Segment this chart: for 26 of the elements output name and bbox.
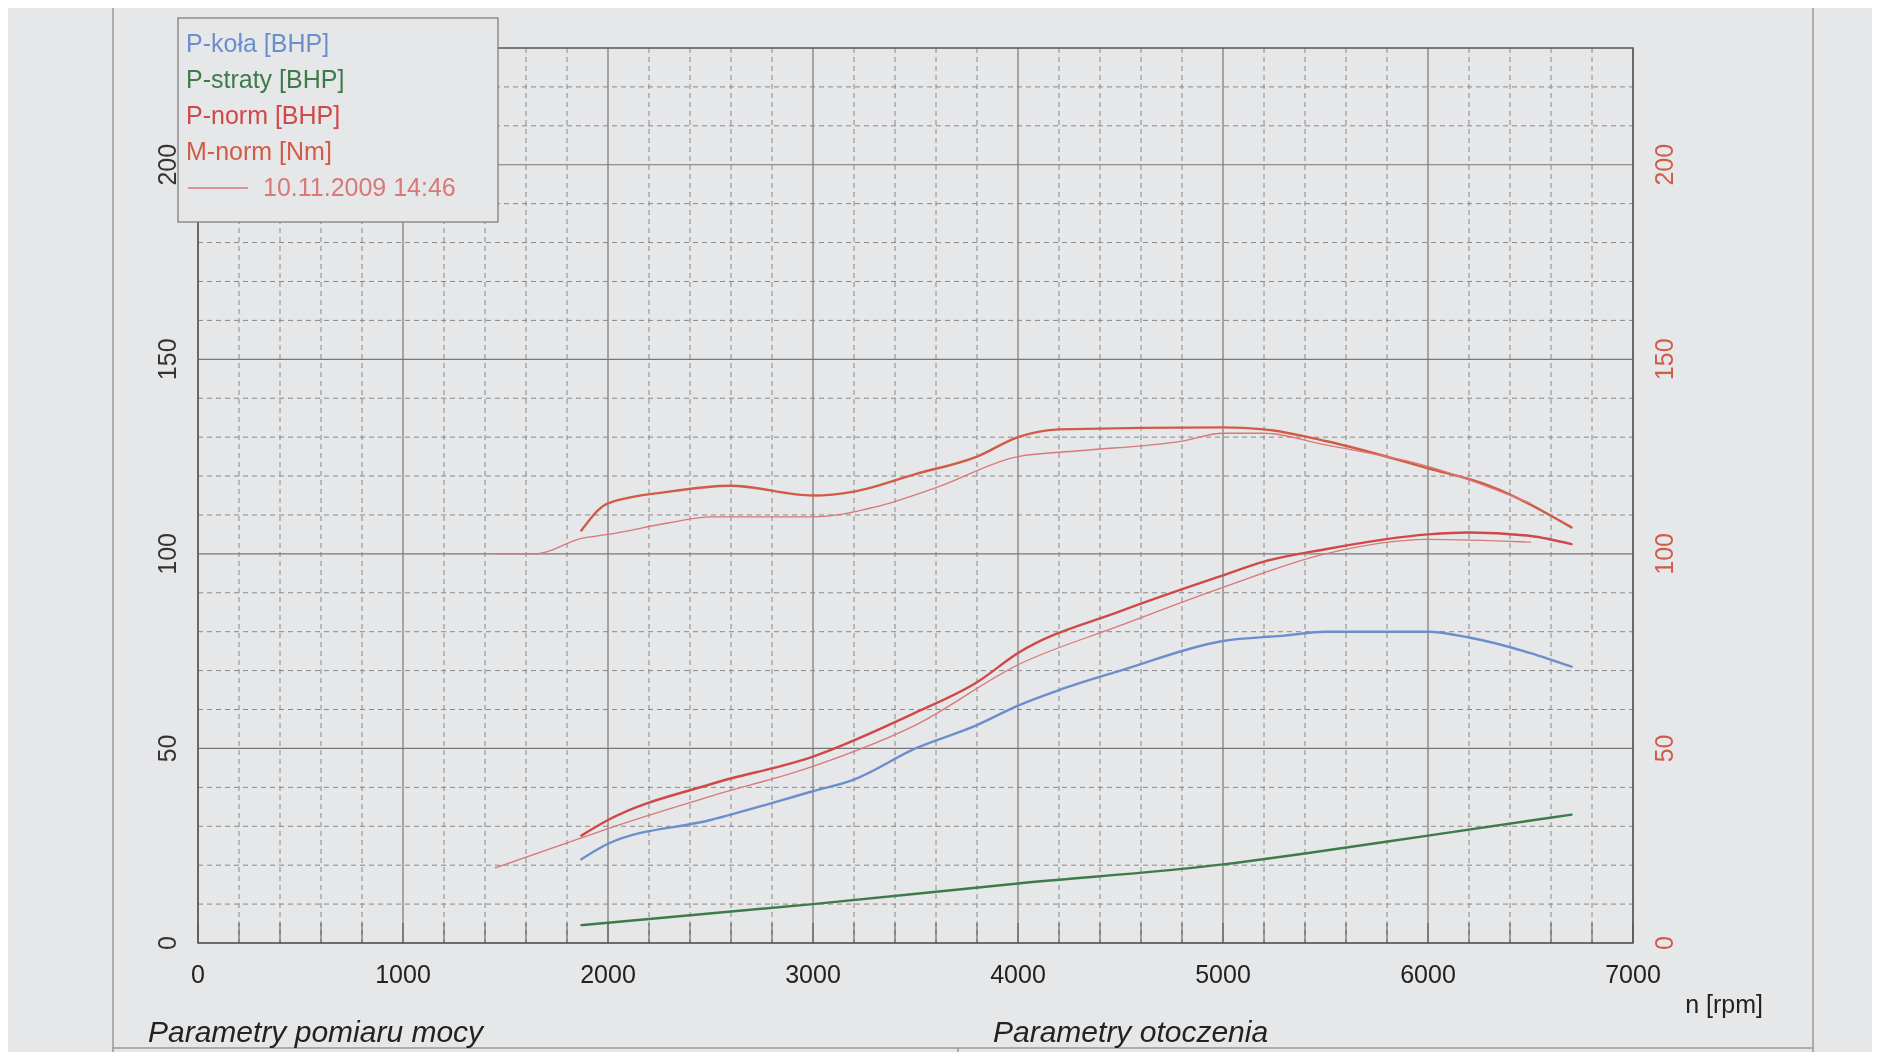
x-tick-label: 6000 bbox=[1400, 960, 1456, 988]
text: P-straty [BHP] bbox=[186, 65, 345, 93]
legend-label: 10.11.2009 14:46 bbox=[263, 173, 456, 201]
text: Parametry otoczenia bbox=[993, 1015, 1269, 1048]
y-tick-label: 150 bbox=[153, 338, 181, 381]
text: P-koła [BHP] bbox=[186, 29, 330, 57]
y2-tick-label: 0 bbox=[1650, 936, 1678, 950]
x-tick-label: 0 bbox=[191, 960, 205, 988]
y-tick-label: 200 bbox=[153, 143, 181, 186]
y2-tick-label: 50 bbox=[1650, 734, 1678, 763]
y2-tick-label: 100 bbox=[1650, 533, 1678, 575]
text: P-norm [BHP] bbox=[186, 101, 341, 129]
text: Parametry pomiaru mocy bbox=[148, 1015, 486, 1048]
y-tick-label: 100 bbox=[153, 533, 181, 575]
y2-tick-label: 150 bbox=[1650, 338, 1678, 381]
x-tick-label: 5000 bbox=[1195, 960, 1251, 988]
x-tick-label: 7000 bbox=[1605, 960, 1661, 988]
x-axis-title: n [rpm] bbox=[1685, 990, 1763, 1018]
x-tick-label: 3000 bbox=[785, 960, 841, 988]
x-tick-label: 1000 bbox=[375, 960, 431, 988]
x-tick-label: 4000 bbox=[990, 960, 1046, 988]
text: M-norm [Nm] bbox=[186, 137, 332, 165]
y-tick-label: 0 bbox=[153, 936, 181, 950]
x-tick-label: 2000 bbox=[580, 960, 636, 988]
y-tick-label: 50 bbox=[153, 734, 181, 763]
y2-tick-label: 200 bbox=[1650, 143, 1678, 186]
